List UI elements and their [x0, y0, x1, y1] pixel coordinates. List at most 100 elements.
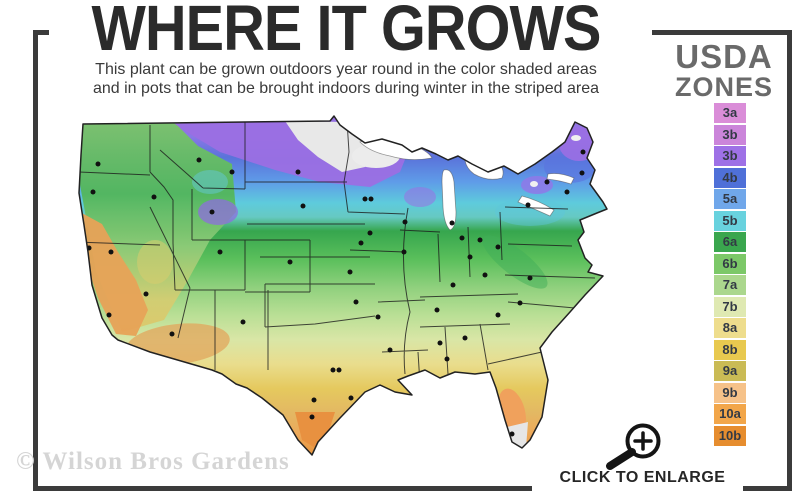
state-borders: [79, 120, 596, 385]
zone-swatch-6b: 6b: [714, 253, 746, 274]
city-dot: [169, 331, 175, 337]
city-dot: [151, 194, 157, 200]
city-dot: [347, 269, 353, 275]
zone-swatch-5a: 5a: [714, 189, 746, 209]
zone-legend-list: 3a 3b 3b 4b 5a 5b 6a 6b 7a 7b 8a 8b 9a 9b 10a 10b: [714, 103, 746, 447]
city-dot: [375, 314, 381, 320]
city-dot: [367, 230, 373, 236]
city-dot: [517, 300, 523, 306]
click-to-enlarge-label[interactable]: CLICK TO ENLARGE: [559, 469, 726, 486]
city-dot: [353, 299, 359, 305]
city-dot: [287, 259, 293, 265]
city-dot: [580, 149, 586, 155]
lake-erie: [517, 195, 555, 217]
city-dot: [143, 291, 149, 297]
south-florida-area: [503, 422, 528, 448]
frame-top-right: [652, 30, 792, 35]
city-dot: [309, 414, 315, 420]
idaho-cool-patch: [192, 170, 228, 194]
watermark: © Wilson Bros Gardens: [16, 448, 290, 475]
magnifier-icon[interactable]: [598, 414, 673, 472]
city-dot: [209, 209, 215, 215]
city-dot: [330, 367, 336, 373]
zone-swatch-7a: 7a: [714, 275, 746, 295]
city-dot: [449, 220, 455, 226]
legend-title-usda: USDA: [675, 38, 773, 75]
zone-swatch-3a: 3a: [714, 103, 746, 123]
zone-swatch-3b: 3b: [714, 124, 746, 145]
city-dot: [362, 196, 368, 202]
city-dot: [401, 249, 407, 255]
city-dot: [336, 367, 342, 373]
city-dot: [495, 405, 501, 411]
legend-title: USDA ZONES: [668, 40, 780, 101]
city-dot: [295, 169, 301, 175]
zone-swatch-4b: 4b: [714, 167, 746, 188]
city-dot: [437, 340, 443, 346]
city-dot: [467, 254, 473, 260]
city-dot: [469, 378, 475, 384]
adirondack-snow-spot: [530, 181, 538, 187]
city-dot: [311, 397, 317, 403]
city-dot: [90, 189, 96, 195]
legend-title-zones: ZONES: [674, 72, 773, 102]
city-dot: [300, 203, 306, 209]
city-dots: [86, 149, 586, 437]
city-dot: [240, 319, 246, 325]
city-dot: [417, 388, 423, 394]
city-dot: [434, 307, 440, 313]
zone-swatch-10a: 10a: [714, 404, 746, 424]
frame-bottom-left: [33, 486, 532, 491]
zone-swatch-10b: 10b: [714, 425, 746, 446]
subtitle-line-2: and in pots that can be brought indoors …: [92, 80, 600, 97]
wisconsin-cold-patch: [404, 187, 436, 207]
city-dot: [387, 347, 393, 353]
frame-bottom-right: [743, 486, 792, 491]
frame-right: [787, 30, 792, 491]
zone-swatch-8b: 8b: [714, 339, 746, 360]
city-dot: [444, 356, 450, 362]
maine-snow-spot: [571, 135, 581, 141]
city-dot: [525, 202, 531, 208]
zone-swatch-3b: 3b: [714, 146, 746, 166]
frame-top-left: [33, 30, 49, 35]
zone-swatch-5b: 5b: [714, 210, 746, 231]
city-dot: [477, 237, 483, 243]
zone-swatch-6a: 6a: [714, 232, 746, 252]
city-dot: [564, 189, 570, 195]
city-dot: [217, 249, 223, 255]
city-dot: [402, 219, 408, 225]
city-dot: [229, 169, 235, 175]
zone-swatch-9b: 9b: [714, 382, 746, 403]
city-dot: [108, 249, 114, 255]
us-map-svg[interactable]: [60, 112, 620, 462]
city-dot: [450, 282, 456, 288]
city-dot: [495, 312, 501, 318]
zone-swatch-9a: 9a: [714, 361, 746, 381]
city-dot: [544, 179, 550, 185]
zone-swatch-8a: 8a: [714, 318, 746, 338]
nevada-warm-patch: [137, 240, 173, 284]
us-outline: [78, 115, 608, 456]
city-dot: [95, 161, 101, 167]
page-title: WHERE IT GROWS: [91, 0, 602, 64]
city-dot: [482, 272, 488, 278]
city-dot: [579, 170, 585, 176]
city-dot: [358, 240, 364, 246]
wyoming-cold-patch: [198, 199, 238, 225]
us-zone-map[interactable]: [60, 112, 620, 462]
subtitle-line-1: This plant can be grown outdoors year ro…: [95, 61, 597, 78]
city-dot: [368, 196, 374, 202]
city-dot: [527, 275, 533, 281]
city-dot: [459, 235, 465, 241]
city-dot: [106, 312, 112, 318]
lake-michigan: [441, 169, 457, 231]
frame-left: [33, 30, 38, 491]
city-dot: [509, 431, 515, 437]
city-dot: [495, 244, 501, 250]
city-dot: [462, 335, 468, 341]
pennsylvania-cool-band: [495, 198, 565, 226]
zone-swatch-7b: 7b: [714, 296, 746, 317]
city-dot: [348, 395, 354, 401]
